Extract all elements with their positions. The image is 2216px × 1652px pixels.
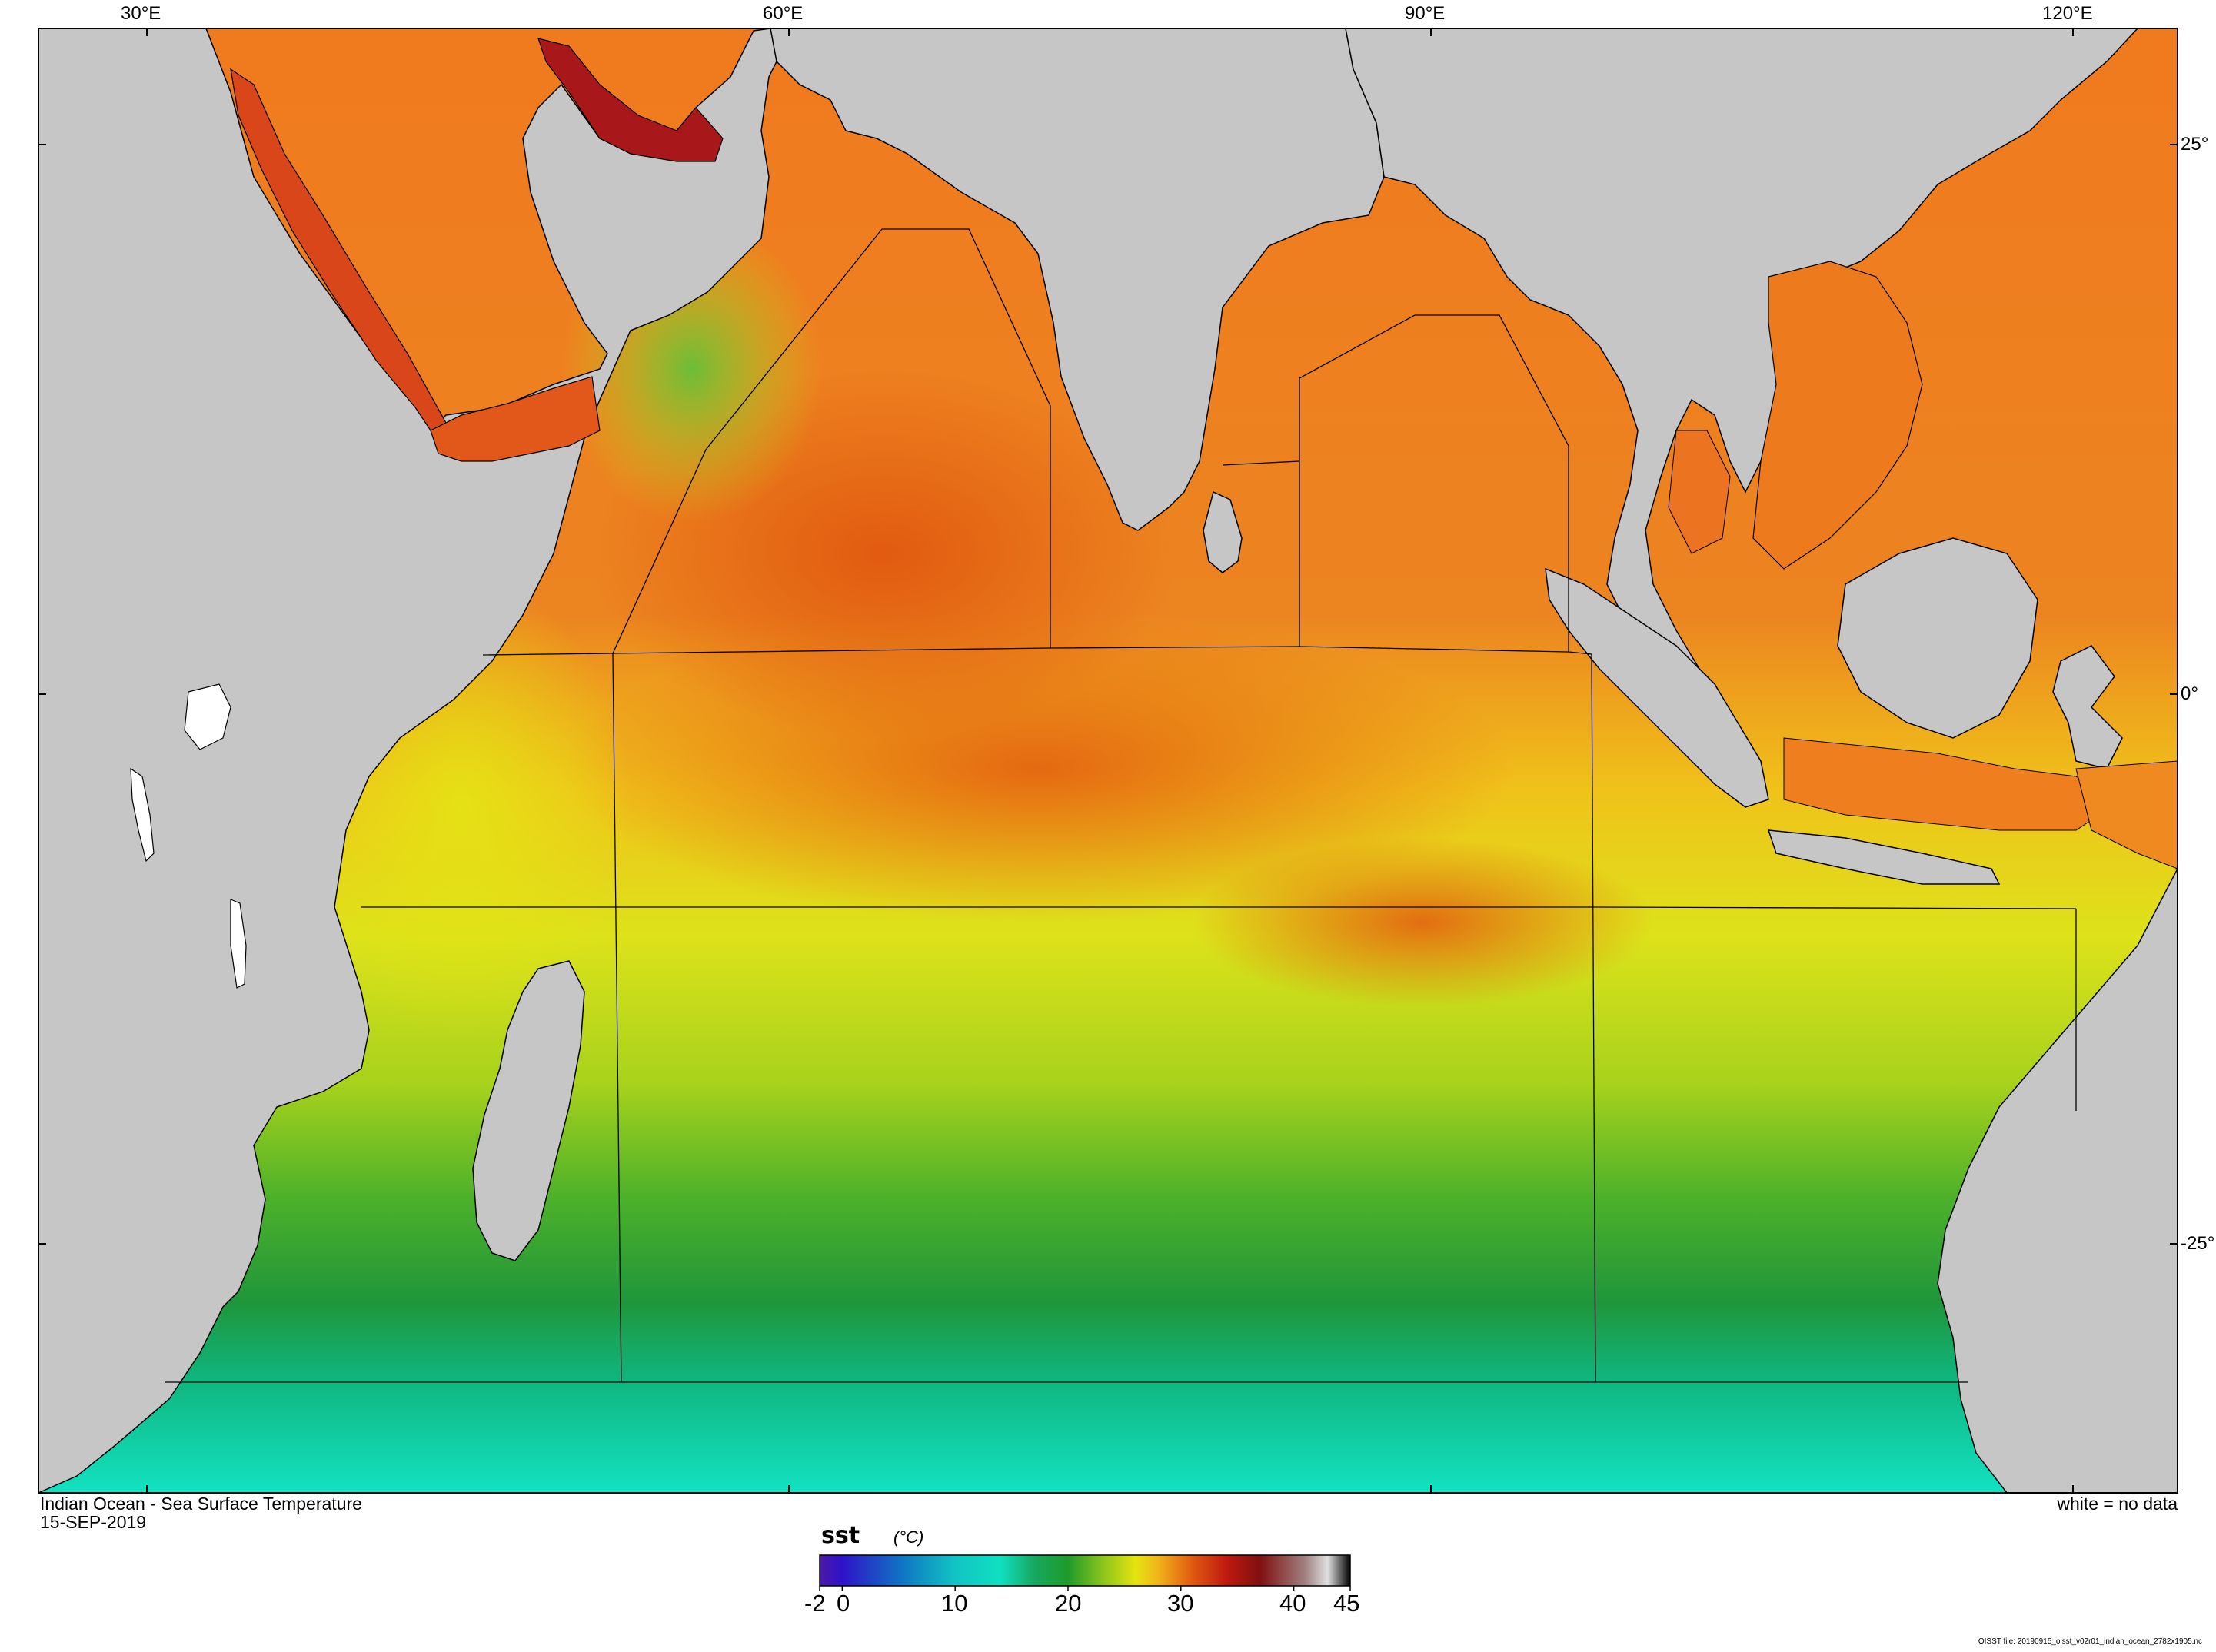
south-china-sea [1752, 261, 1923, 570]
region-bay-of-bengal-box [1299, 314, 1569, 652]
lat-label-25n: 25° [2181, 134, 2209, 155]
lat-label-25s: -25° [2181, 1233, 2215, 1254]
land-sri-lanka [1203, 490, 1243, 573]
land-sulawesi [2052, 645, 2123, 769]
lat-label-0: 0° [2181, 683, 2198, 704]
land-sumatra [1545, 567, 1769, 808]
gulf-of-thailand [1668, 430, 1731, 554]
persian-gulf [537, 38, 724, 162]
land-madagascar [472, 960, 585, 1261]
no-data-note: white = no data [2057, 1494, 2178, 1514]
map-date: 15-SEP-2019 [40, 1512, 147, 1532]
no-data-lake-victoria [184, 683, 231, 750]
no-data-lake-tanganyika [130, 767, 155, 863]
colorbar-tick-label: 20 [1055, 1590, 1082, 1617]
region-south-line [361, 906, 2077, 909]
lon-label-120e: 120°E [2042, 3, 2093, 24]
land-southeast-asia [1345, 28, 2139, 685]
land-india [770, 28, 1385, 531]
colorbar-tick-label: 30 [1167, 1590, 1194, 1617]
land-masses [38, 28, 2178, 1494]
colorbar-tick-label: -2 [804, 1590, 826, 1617]
colorbar-tick-label: 0 [837, 1590, 850, 1617]
region-india-split [1222, 460, 1300, 466]
lon-label-90e: 90°E [1405, 3, 1446, 24]
no-data-lake-malawi [230, 899, 247, 989]
map-frame [38, 28, 2178, 1494]
land-borneo [1837, 537, 2038, 739]
lon-label-30e: 30°E [121, 3, 161, 24]
lon-label-60e: 60°E [763, 3, 804, 24]
land-java [1767, 829, 2001, 885]
region-arabian-sea-box [612, 228, 1051, 654]
no-data-areas [130, 683, 247, 989]
gulf-of-aden [430, 376, 601, 462]
land-africa-arabia [38, 28, 785, 1494]
colorbar-variable: sst [821, 1522, 860, 1549]
arafura-sea [2075, 760, 2178, 869]
colorbar-tick-label: 40 [1279, 1590, 1306, 1617]
colorbar-ticks [819, 1586, 1351, 1591]
colorbar-unit: (°C) [893, 1527, 924, 1547]
region-boundaries [165, 228, 2077, 1383]
file-note: OISST file: 20190915_oisst_v02r01_indian… [1978, 1637, 2202, 1646]
warm-tongue-south [1192, 838, 1653, 1007]
warm-pool-equatorial [561, 615, 1515, 922]
colorbar [819, 1554, 1351, 1587]
region-west-vertical [612, 653, 622, 1383]
colorbar-tick-label: 10 [941, 1590, 968, 1617]
map-title: Indian Ocean - Sea Surface Temperature [40, 1494, 362, 1514]
colorbar-tick-label: 45 [1333, 1590, 1360, 1617]
axis-ticks [38, 28, 2178, 1493]
land-australia [1937, 868, 2178, 1494]
region-east-vertical [1591, 653, 1596, 1383]
region-equatorial-line [482, 646, 1592, 656]
